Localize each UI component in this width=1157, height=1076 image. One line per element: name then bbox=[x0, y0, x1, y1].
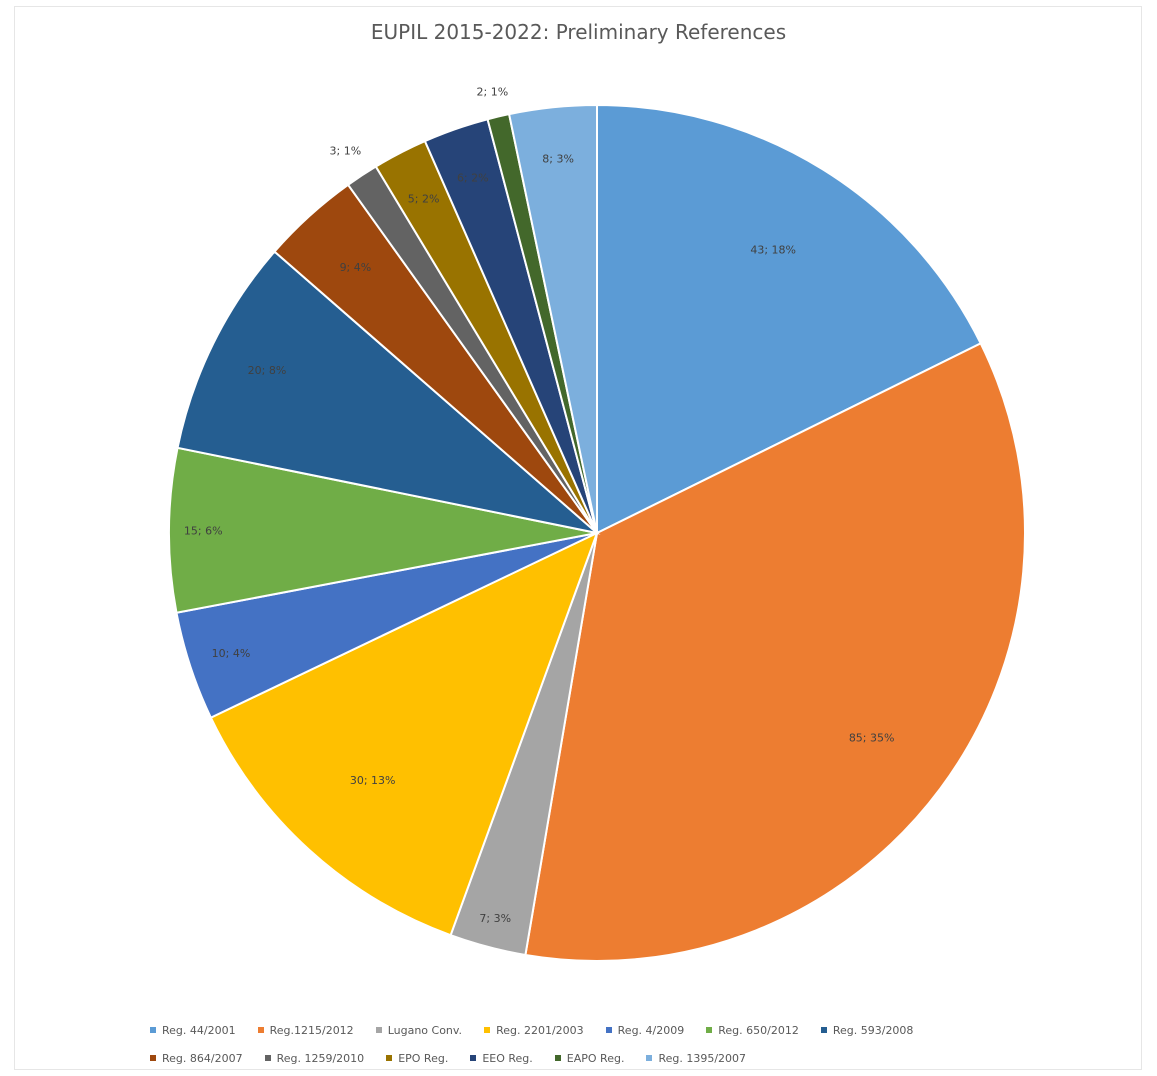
chart-title: EUPIL 2015-2022: Preliminary References bbox=[370, 20, 787, 44]
data-label: 10; 4% bbox=[212, 647, 251, 660]
legend-label: Reg. 2201/2003 bbox=[496, 1023, 584, 1037]
legend-item: Lugano Conv. bbox=[375, 1023, 463, 1037]
legend-label: Reg. 650/2012 bbox=[718, 1023, 799, 1037]
legend-label: Reg. 1259/2010 bbox=[276, 1051, 365, 1065]
legend-label: Lugano Conv. bbox=[387, 1023, 463, 1037]
legend-item: Reg. 44/2001 bbox=[150, 1024, 236, 1037]
pie-slice bbox=[524, 342, 1026, 962]
data-label: 15; 6% bbox=[184, 524, 223, 537]
legend-swatch bbox=[386, 1055, 393, 1061]
data-label: 9; 4% bbox=[340, 261, 372, 274]
legend-item: Reg. 593/2008 bbox=[820, 1023, 914, 1037]
legend-swatch bbox=[706, 1027, 713, 1033]
pie-slice bbox=[168, 446, 598, 614]
data-label: 30; 13% bbox=[350, 774, 396, 787]
legend-row: Reg. 864/2007 Reg. 1259/2010 EPO Reg. EEO R… bbox=[150, 1044, 1050, 1072]
legend-label: Reg. 593/2008 bbox=[832, 1023, 914, 1037]
legend-label: EPO Reg. bbox=[398, 1051, 449, 1065]
legend: Reg. 44/2001 Reg.1215/2012 Lugano Conv. Reg… bbox=[150, 1016, 1050, 1072]
legend-swatch bbox=[605, 1027, 612, 1033]
legend-label: Reg. 4/2009 bbox=[617, 1023, 685, 1037]
legend-item: Reg. 4/2009 bbox=[605, 1023, 685, 1037]
legend-swatch bbox=[150, 1055, 156, 1061]
pie-slice bbox=[176, 250, 601, 535]
legend-swatch bbox=[470, 1055, 477, 1061]
legend-item: Reg.1215/2012 bbox=[257, 1023, 354, 1037]
data-label: 6; 2% bbox=[457, 171, 489, 184]
data-label: 85; 35% bbox=[849, 731, 895, 744]
legend-item: Reg. 1259/2010 bbox=[264, 1051, 365, 1065]
legend-swatch bbox=[264, 1055, 271, 1061]
legend-swatch bbox=[257, 1027, 264, 1033]
legend-swatch bbox=[375, 1027, 382, 1033]
pie-slices bbox=[168, 103, 1026, 962]
pie-slice bbox=[507, 103, 598, 534]
legend-swatch bbox=[820, 1027, 827, 1033]
data-labels: 43; 18% 85; 35% 7; 3% 30; 13% 10; 4% 15; 6% 20… bbox=[184, 86, 895, 925]
legend-label: Reg.1215/2012 bbox=[269, 1023, 354, 1037]
legend-item: EAPO Reg. bbox=[554, 1051, 625, 1065]
legend-swatch bbox=[646, 1055, 653, 1061]
pie-chart: 43; 18% 85; 35% 7; 3% 30; 13% 10; 4% 15; 6% 20… bbox=[168, 86, 1026, 962]
legend-swatch bbox=[554, 1055, 561, 1061]
data-label: 5; 2% bbox=[408, 193, 440, 206]
legend-item: EEO Reg. bbox=[470, 1051, 533, 1065]
legend-label: Reg. 1395/2007 bbox=[658, 1051, 747, 1065]
chart-area bbox=[14, 6, 1142, 1070]
legend-label: EAPO Reg. bbox=[566, 1051, 625, 1065]
legend-swatch bbox=[484, 1027, 491, 1033]
data-label: 7; 3% bbox=[479, 912, 511, 925]
legend-row: Reg. 44/2001 Reg.1215/2012 Lugano Conv. Reg… bbox=[150, 1016, 1050, 1044]
legend-label: EEO Reg. bbox=[482, 1051, 533, 1065]
legend-item: Reg. 2201/2003 bbox=[484, 1024, 584, 1037]
legend-label: Reg. 864/2007 bbox=[162, 1051, 243, 1065]
data-label: 3; 1% bbox=[330, 144, 362, 157]
pie-slice bbox=[596, 103, 983, 535]
legend-item: Reg. 1395/2007 bbox=[646, 1052, 746, 1065]
data-label: 8; 3% bbox=[542, 152, 574, 165]
data-label: 43; 18% bbox=[750, 243, 796, 256]
data-label: 2; 1% bbox=[477, 86, 509, 99]
legend-item: Reg. 650/2012 bbox=[706, 1024, 799, 1037]
legend-label: Reg. 44/2001 bbox=[162, 1023, 236, 1037]
legend-item: EPO Reg. bbox=[386, 1052, 448, 1065]
legend-swatch bbox=[150, 1027, 156, 1033]
data-label: 20; 8% bbox=[248, 364, 287, 377]
legend-item: Reg. 864/2007 bbox=[150, 1052, 243, 1065]
pie-slice bbox=[209, 531, 599, 937]
